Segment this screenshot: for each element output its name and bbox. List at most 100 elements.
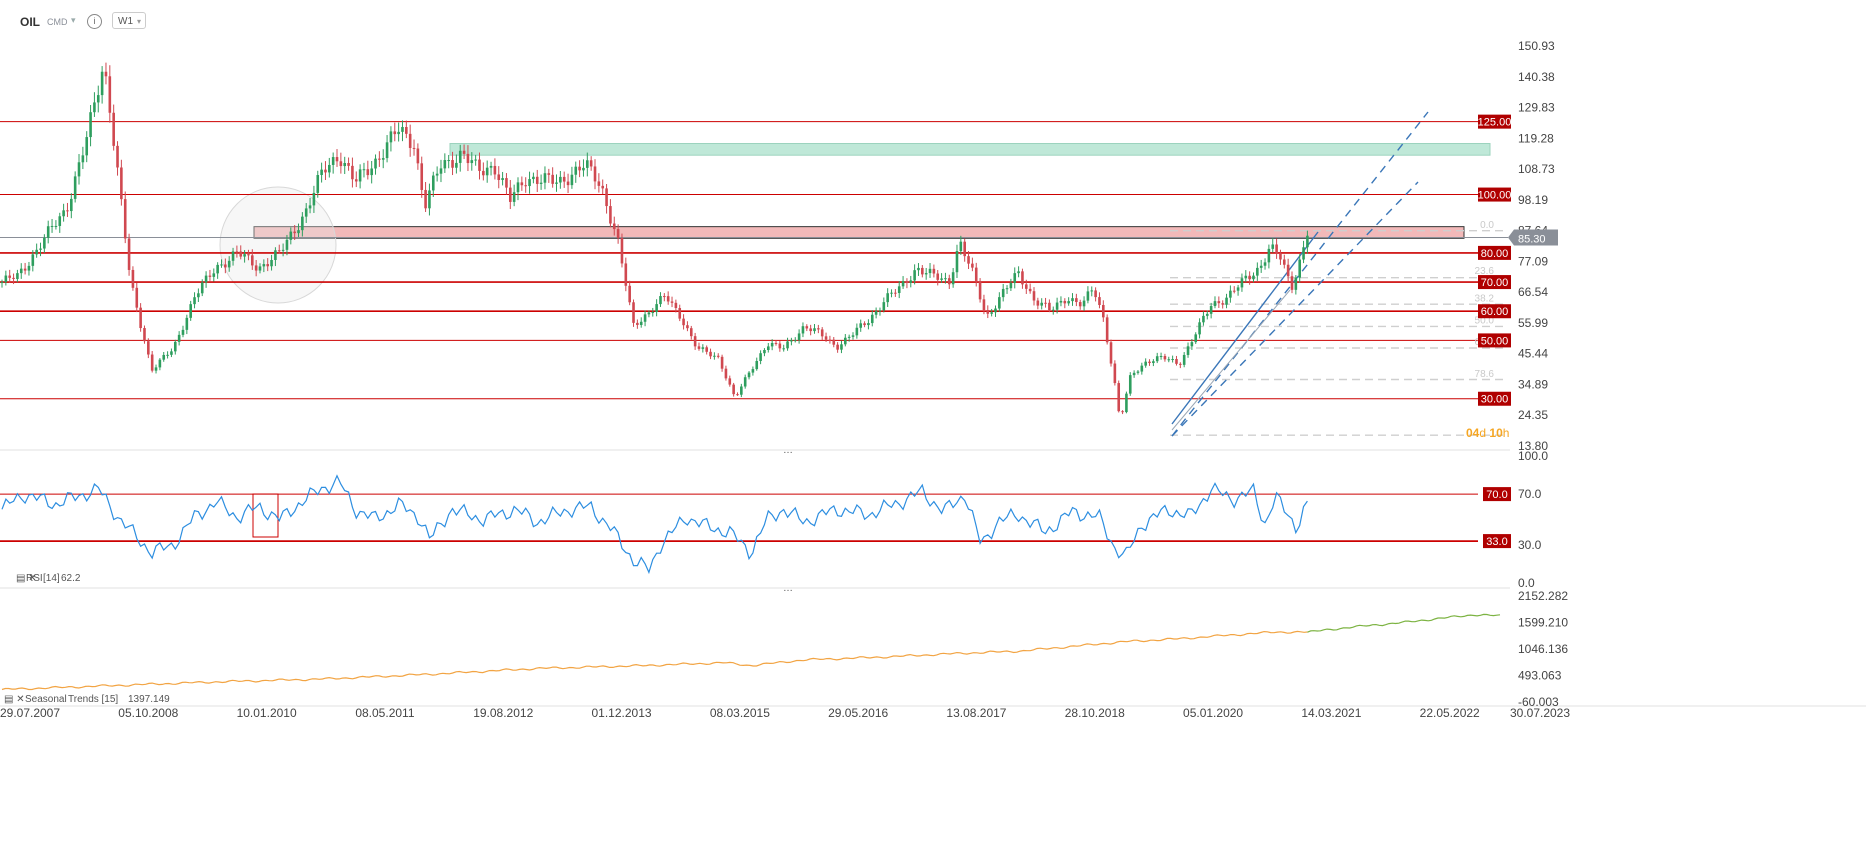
candle-body: [1105, 317, 1109, 343]
candle-body: [582, 167, 585, 171]
info-icon[interactable]: i: [87, 14, 102, 29]
price-axis-tick: 24.35: [1518, 408, 1548, 422]
timeframe-select[interactable]: W1 ▾: [112, 12, 146, 29]
candle-body: [1198, 322, 1201, 335]
candle-body: [705, 347, 708, 352]
candle-body: [143, 328, 146, 342]
candle-body: [358, 169, 362, 182]
candle-body: [304, 208, 308, 217]
candle-body: [150, 354, 154, 371]
candle-body: [928, 268, 932, 274]
candle-body: [378, 158, 381, 160]
level-tag-label: 80.00: [1481, 248, 1509, 260]
price-axis-tick: 150.93: [1518, 39, 1555, 53]
candle-body: [747, 372, 751, 378]
candle-body: [470, 160, 474, 164]
candle-body: [462, 150, 466, 154]
candle-body: [23, 268, 27, 271]
candle-body: [173, 341, 177, 352]
candle-body: [774, 342, 778, 344]
rsi-axis-tick: 70.0: [1518, 487, 1542, 501]
candle-body: [266, 264, 270, 267]
candle-body: [901, 281, 905, 287]
candle-body: [655, 304, 658, 313]
candle-body: [636, 322, 639, 325]
candle-body: [740, 386, 743, 395]
candle-body: [19, 268, 23, 274]
candle-body: [751, 369, 755, 373]
trend-channel-line: [1171, 231, 1319, 425]
candle-body: [489, 165, 493, 168]
candle-body: [720, 356, 724, 369]
candle-body: [686, 325, 689, 329]
candle-body: [1244, 275, 1248, 279]
instrument-type-label: CMD: [47, 17, 68, 27]
rsi-axis-tick: 100.0: [1518, 449, 1548, 463]
candle-body: [951, 272, 955, 285]
candle-body: [1121, 411, 1124, 413]
candle-body: [628, 285, 631, 303]
candle-body: [343, 163, 347, 167]
candle-body: [1082, 300, 1086, 307]
candle-body: [944, 278, 947, 280]
candle-body: [897, 286, 901, 293]
candle-body: [663, 296, 666, 298]
candle-body: [620, 238, 624, 264]
candle-body: [497, 174, 501, 181]
chevron-down-icon[interactable]: ▾: [71, 15, 76, 25]
candle-body: [1267, 248, 1271, 263]
candle-body: [1294, 277, 1298, 290]
candle-body: [220, 264, 223, 266]
candle-body: [366, 169, 370, 176]
candle-body: [689, 328, 693, 337]
candle-body: [801, 326, 805, 334]
candle-body: [1144, 361, 1147, 366]
candle-body: [693, 336, 697, 347]
candle-body: [131, 269, 135, 288]
date-axis-tick: 08.05.2011: [355, 706, 414, 720]
candle-body: [35, 249, 38, 255]
date-axis-tick: 30.07.2023: [1510, 706, 1570, 720]
candle-body: [1021, 271, 1024, 285]
candle-body: [58, 216, 62, 226]
level-tag: [1478, 245, 1511, 260]
rsi-level-label: 70.0: [1486, 489, 1507, 501]
candle-body: [1240, 278, 1244, 288]
candle-body: [836, 344, 839, 350]
date-axis-tick: 29.05.2016: [828, 706, 888, 720]
candle-body: [0, 282, 4, 284]
candle-body: [16, 273, 19, 279]
candle-body: [578, 166, 581, 171]
rsi-legend-icons: ▤ ✕: [16, 573, 37, 584]
candle-body: [447, 160, 450, 162]
seasonal-axis-tick: 1599.210: [1518, 616, 1568, 630]
symbol-label[interactable]: OIL: [20, 15, 40, 29]
candle-body: [508, 187, 512, 202]
candle-body: [566, 181, 570, 186]
candle-body: [1140, 365, 1144, 372]
candle-body: [416, 148, 420, 164]
candle-body: [274, 250, 277, 260]
candle-body: [1271, 244, 1275, 249]
candle-body: [1009, 282, 1013, 289]
candle-body: [297, 230, 300, 234]
candle-body: [820, 329, 824, 337]
candle-body: [435, 173, 439, 176]
candle-body: [12, 277, 15, 279]
candle-body: [443, 160, 447, 169]
level-tag-label: 60.00: [1481, 306, 1509, 318]
candle-body: [639, 321, 643, 325]
candle-body: [559, 176, 562, 183]
candle-body: [855, 327, 859, 336]
candle-body: [736, 394, 739, 396]
candle-body: [54, 225, 58, 227]
candle-body: [1194, 334, 1198, 343]
candle-body: [4, 275, 8, 283]
candle-body: [570, 174, 574, 186]
candle-body: [1225, 297, 1228, 305]
candle-body: [50, 226, 54, 228]
candle-body: [243, 254, 246, 257]
price-axis-tick: 140.38: [1518, 70, 1555, 84]
candle-body: [1205, 313, 1209, 316]
